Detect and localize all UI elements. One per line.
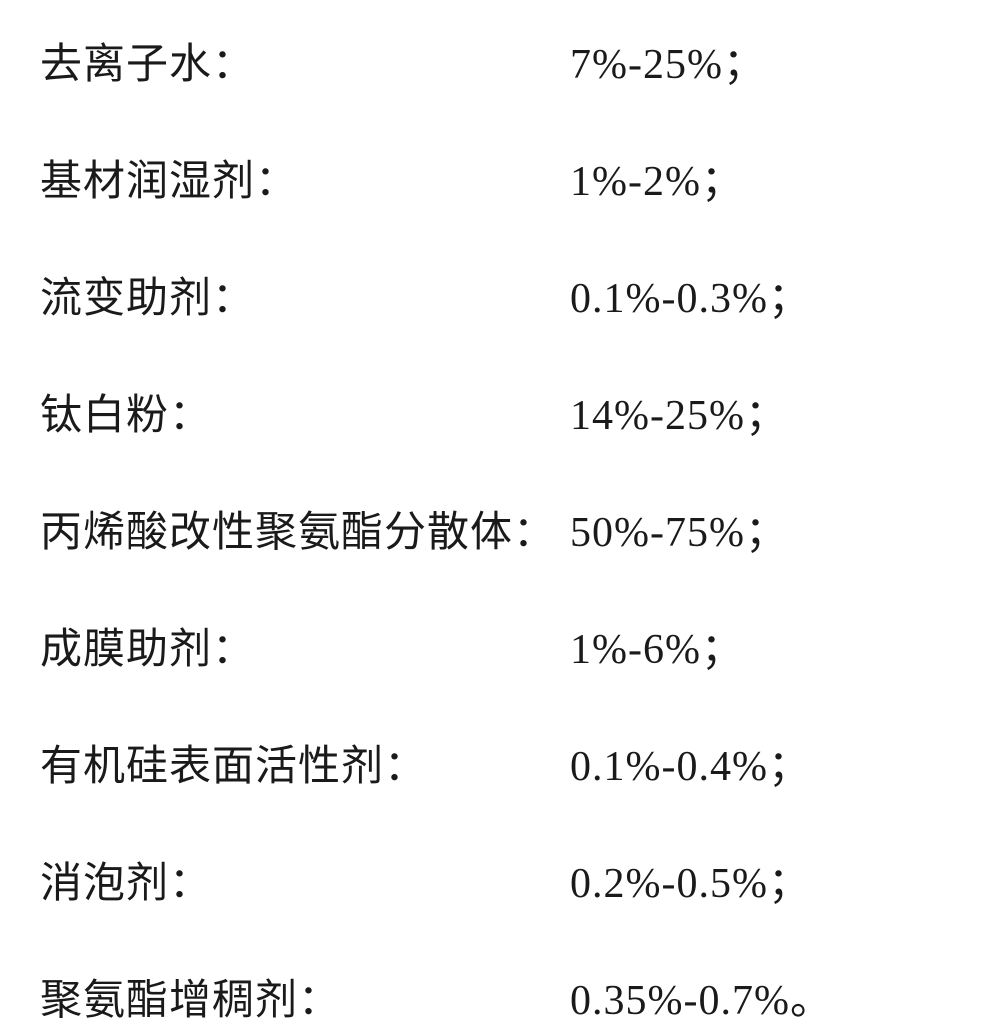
- ingredient-value: 0.1%-0.3%；: [570, 264, 811, 325]
- table-row: 基材润湿剂： 1%-2%；: [40, 147, 960, 208]
- table-row: 流变助剂： 0.1%-0.3%；: [40, 264, 960, 325]
- ingredient-label: 成膜助剂：: [40, 615, 570, 676]
- table-row: 消泡剂： 0.2%-0.5%；: [40, 849, 960, 910]
- ingredient-label: 基材润湿剂：: [40, 147, 570, 208]
- ingredient-value: 0.35%-0.7%。: [570, 966, 833, 1027]
- table-row: 钛白粉： 14%-25%；: [40, 381, 960, 442]
- table-row: 去离子水： 7%-25%；: [40, 30, 960, 91]
- ingredient-value: 0.1%-0.4%；: [570, 732, 811, 793]
- ingredient-value: 1%-2%；: [570, 147, 744, 208]
- ingredient-value: 50%-75%；: [570, 498, 788, 559]
- table-row: 成膜助剂： 1%-6%；: [40, 615, 960, 676]
- table-row: 聚氨酯增稠剂： 0.35%-0.7%。: [40, 966, 960, 1027]
- ingredient-label: 去离子水：: [40, 30, 570, 91]
- ingredient-label: 有机硅表面活性剂：: [40, 732, 570, 793]
- ingredient-value: 7%-25%；: [570, 30, 766, 91]
- ingredient-label: 钛白粉：: [40, 381, 570, 442]
- table-row: 丙烯酸改性聚氨酯分散体： 50%-75%；: [40, 498, 960, 559]
- ingredient-label: 聚氨酯增稠剂：: [40, 966, 570, 1027]
- ingredient-label: 消泡剂：: [40, 849, 570, 910]
- table-row: 有机硅表面活性剂： 0.1%-0.4%；: [40, 732, 960, 793]
- ingredient-value: 1%-6%；: [570, 615, 744, 676]
- ingredient-label: 流变助剂：: [40, 264, 570, 325]
- ingredient-value: 14%-25%；: [570, 381, 788, 442]
- ingredient-value: 0.2%-0.5%；: [570, 849, 811, 910]
- ingredient-list: 去离子水： 7%-25%； 基材润湿剂： 1%-2%； 流变助剂： 0.1%-0…: [40, 30, 960, 1027]
- ingredient-label: 丙烯酸改性聚氨酯分散体：: [40, 498, 570, 559]
